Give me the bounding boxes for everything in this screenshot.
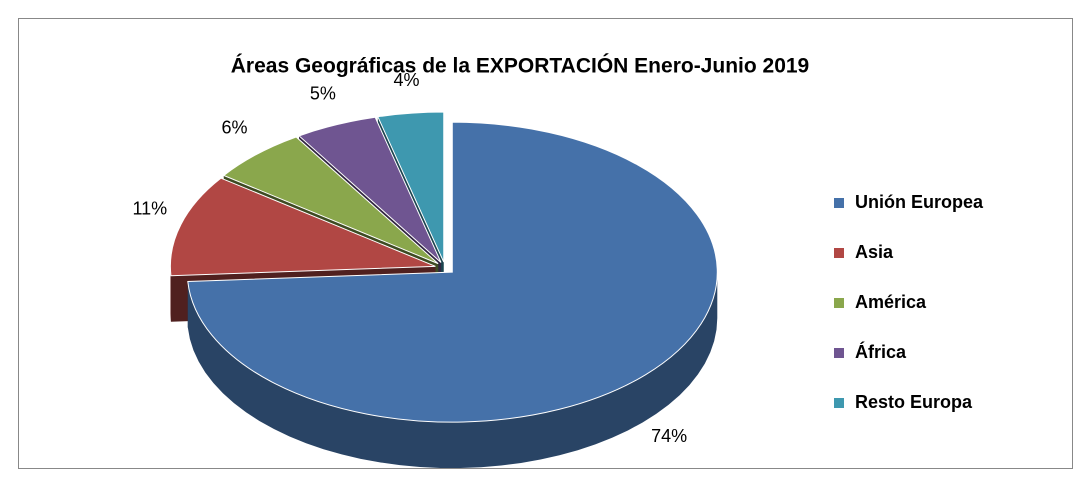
legend-swatch	[834, 248, 844, 258]
slice-wall	[187, 272, 718, 469]
slice-top	[377, 111, 445, 263]
slice-top	[169, 177, 436, 277]
slice-top	[222, 136, 439, 265]
chart-title: Áreas Geográficas de la EXPORTACIÓN Ener…	[231, 54, 809, 78]
legend-swatch	[834, 198, 844, 208]
data-label: 74%	[651, 426, 687, 446]
legend-swatch	[834, 298, 844, 308]
data-label: 6%	[222, 118, 248, 138]
slice-top	[187, 121, 718, 423]
legend-label: Resto Europa	[855, 392, 973, 412]
legend-label: África	[855, 341, 907, 362]
data-label: 11%	[132, 199, 167, 219]
data-label: 4%	[393, 70, 419, 90]
pie-slice	[187, 121, 718, 469]
legend-label: Asia	[855, 242, 894, 262]
legend-swatch	[834, 398, 844, 408]
slice-top	[298, 116, 442, 263]
legend-label: América	[855, 292, 927, 312]
data-label: 5%	[310, 84, 336, 104]
legend-label: Unión Europea	[855, 192, 984, 212]
legend-swatch	[834, 348, 844, 358]
slice-wall	[170, 266, 171, 322]
